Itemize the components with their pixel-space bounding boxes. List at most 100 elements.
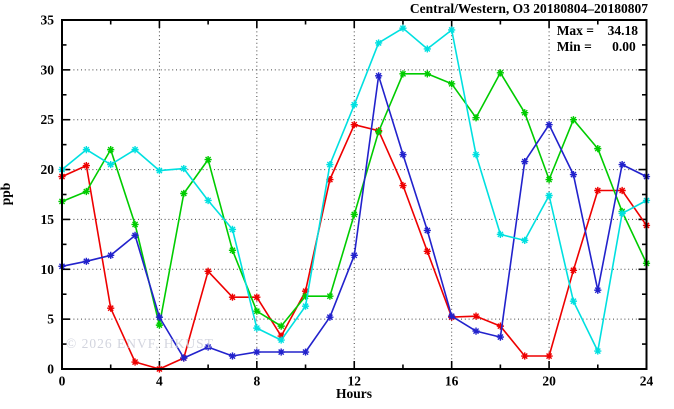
series-green-marker (277, 322, 285, 330)
y-tick-label: 5 (47, 312, 54, 327)
series-blue-marker (253, 348, 261, 356)
stat-max-label: Max = (556, 23, 594, 38)
plot-border (61, 19, 648, 370)
y-tick-label: 35 (41, 13, 55, 28)
series-red-marker (472, 312, 480, 320)
series-green-marker (107, 146, 115, 154)
series-green-marker (399, 70, 407, 78)
series-green-marker (496, 69, 504, 77)
series-cyan-marker (594, 347, 602, 355)
y-tick-label: 20 (41, 162, 55, 177)
series-green-marker (375, 128, 383, 136)
y-tick-label: 25 (41, 112, 55, 127)
series-red-marker (496, 322, 504, 330)
x-tick-label: 8 (253, 374, 260, 389)
series-cyan-marker (228, 225, 237, 233)
series-green-marker (594, 145, 602, 153)
stat-min-label: Min = (556, 39, 592, 54)
y-tick-label: 15 (41, 212, 55, 227)
series-cyan-marker (253, 324, 261, 332)
series-red-marker (82, 161, 90, 170)
series-cyan-marker (618, 209, 626, 218)
series-blue-marker (228, 352, 237, 360)
series-cyan-marker (569, 297, 578, 305)
series-red-marker (594, 186, 602, 195)
series-cyan-marker (277, 336, 285, 344)
series-cyan-marker (301, 302, 310, 310)
series-green-marker (423, 70, 431, 78)
series-red-marker (107, 304, 115, 312)
series-red-marker (253, 293, 261, 301)
series-blue-marker (107, 251, 115, 259)
series-blue-marker (277, 348, 285, 356)
series-blue-marker (375, 72, 383, 80)
series-cyan-marker (326, 160, 334, 169)
series-green-marker (472, 114, 480, 122)
series-green-marker (545, 175, 553, 184)
x-tick-label: 24 (640, 374, 654, 389)
chart-title: Central/Western, O3 20180804–20180807 (409, 1, 648, 16)
series-blue-marker (618, 160, 626, 169)
x-tick-label: 0 (59, 374, 66, 389)
series-cyan-marker (423, 45, 431, 53)
series-cyan-line (61, 27, 647, 352)
series-blue-marker (472, 327, 480, 335)
y-tick-label: 10 (41, 262, 55, 277)
stat-min-value: 0.00 (612, 39, 636, 54)
series-blue-marker (155, 313, 164, 321)
series-red-marker (618, 186, 626, 195)
series-cyan-marker (204, 196, 212, 205)
series-cyan-marker (521, 236, 529, 244)
series-green-marker (521, 109, 529, 117)
series-blue-marker (594, 286, 602, 294)
series-blue-marker (423, 226, 431, 234)
series-cyan-marker (350, 101, 358, 109)
series-red-marker (521, 352, 529, 360)
series-green-marker (180, 189, 188, 198)
series-cyan-marker (131, 146, 139, 154)
stats-box: Max = 34.18 Min = 0.00 (557, 23, 638, 55)
series-cyan-marker (180, 164, 188, 173)
series-cyan-marker (107, 160, 115, 169)
series-blue-marker (399, 151, 407, 159)
series-blue-marker (545, 121, 553, 129)
series-red-marker (228, 293, 237, 301)
series-green-marker (82, 187, 90, 196)
series-green-marker (228, 246, 237, 254)
series-blue-marker (569, 170, 578, 179)
series-green-marker (253, 307, 261, 315)
series-blue-marker (180, 354, 188, 362)
y-tick-label: 30 (41, 62, 55, 77)
series-blue-marker (521, 157, 529, 166)
series-red-marker (569, 266, 578, 274)
series-blue-marker (350, 251, 358, 259)
series-green-marker (448, 80, 456, 88)
series-green-marker (326, 292, 334, 300)
series-cyan-marker (448, 26, 456, 34)
stat-max-line: Max = 34.18 (557, 23, 638, 39)
series-red-marker (131, 358, 139, 366)
series-cyan-marker (82, 146, 90, 154)
series-red-marker (423, 247, 431, 255)
series-blue-marker (448, 312, 456, 320)
stat-min-line: Min = 0.00 (557, 39, 638, 55)
series-green-marker (131, 220, 139, 229)
watermark: © 2026 ENVF, HKUST (66, 336, 214, 351)
series-blue-marker (301, 348, 310, 356)
series-red-marker (301, 287, 310, 295)
y-axis-label: ppb (0, 182, 13, 206)
series-blue-marker (82, 257, 90, 265)
x-tick-label: 4 (156, 374, 163, 389)
series-green-marker (155, 321, 164, 329)
series-green-marker (569, 116, 578, 124)
series-red-marker (545, 352, 553, 360)
series-red-marker (204, 267, 212, 275)
series-green-marker (301, 292, 310, 300)
series-red-marker (277, 332, 285, 340)
series-red-marker (350, 121, 358, 129)
series-cyan-marker (496, 230, 504, 238)
series-cyan-marker (375, 39, 383, 47)
series-red-marker (399, 181, 407, 190)
